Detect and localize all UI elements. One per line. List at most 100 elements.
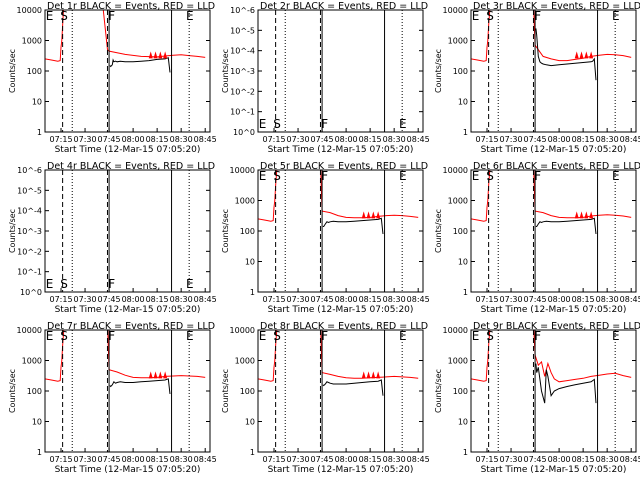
lld-spike <box>584 51 589 59</box>
y-tick-label: 100 <box>453 227 468 236</box>
event-marker-e: E <box>186 329 194 343</box>
panel-det-1: Det 1r BLACK = Events, RED = LLD 1 10 100 10… <box>8 1 217 155</box>
lld-spike <box>376 211 381 219</box>
y-axis-label: Counts/sec <box>8 369 17 413</box>
x-tick-label: 08:00 <box>548 455 571 464</box>
lld-spike <box>589 211 594 219</box>
lld-spike <box>579 51 584 59</box>
x-axis-label: Start Time (12-Mar-15 07:05:20) <box>55 145 201 155</box>
event-marker-e: E <box>612 9 620 23</box>
event-marker-f: F <box>321 117 328 131</box>
y-tick-label: 10^-2 <box>230 87 255 96</box>
x-tick-label: 07:15 <box>49 455 72 464</box>
x-tick-label: 08:30 <box>170 135 193 144</box>
y-tick-label: 1000 <box>448 197 468 206</box>
x-tick-label: 07:45 <box>98 455 121 464</box>
lld-spike <box>148 371 153 379</box>
event-marker-f: F <box>534 9 541 23</box>
lld-spike <box>153 371 158 379</box>
x-tick-label: 08:30 <box>170 295 193 304</box>
event-marker-e: E <box>472 169 480 183</box>
x-tick-label: 08:30 <box>383 295 406 304</box>
y-tick-label: 10 <box>32 98 42 107</box>
x-axis-label: Start Time (12-Mar-15 07:05:20) <box>268 465 414 475</box>
x-tick-label: 07:45 <box>311 135 334 144</box>
y-tick-label: 100 <box>453 387 468 396</box>
y-tick-label: 1 <box>37 448 42 457</box>
y-tick-label: 1000 <box>22 357 42 366</box>
x-tick-label: 07:30 <box>500 455 523 464</box>
x-tick-label: 07:15 <box>475 295 498 304</box>
panel-det-5: Det 5r BLACK = Events, RED = LLD 1 10 100 10… <box>221 161 430 315</box>
series-group <box>258 330 419 396</box>
y-axis-label: Counts/sec <box>434 209 443 253</box>
series-line-lld <box>45 330 206 382</box>
x-tick-label: 07:30 <box>287 455 310 464</box>
plot-frame <box>44 329 211 453</box>
series-group <box>471 330 632 404</box>
y-tick-label: 1 <box>463 128 468 137</box>
lld-spike <box>371 371 376 379</box>
x-axis-label: Start Time (12-Mar-15 07:05:20) <box>481 145 627 155</box>
plot-frame <box>257 329 424 453</box>
lld-spike <box>376 371 381 379</box>
y-axis-label: Counts/sec <box>8 209 17 253</box>
lld-spike <box>153 51 158 59</box>
event-marker-e: E <box>472 9 480 23</box>
x-tick-label: 07:30 <box>287 295 310 304</box>
series-group <box>258 170 419 235</box>
x-tick-label: 07:15 <box>49 295 72 304</box>
event-marker-s: S <box>60 277 68 291</box>
panel-det-7: Det 7r BLACK = Events, RED = LLD 1 10 100 10… <box>8 321 217 475</box>
lld-spike <box>579 211 584 219</box>
event-marker-e: E <box>399 117 407 131</box>
event-marker-e: E <box>399 329 407 343</box>
series-line-lld <box>45 10 206 62</box>
x-tick-label: 08:45 <box>407 455 430 464</box>
x-tick-label: 08:30 <box>596 295 619 304</box>
y-tick-label: 10000 <box>230 166 255 175</box>
event-marker-f: F <box>321 169 328 183</box>
lld-spike <box>589 51 594 59</box>
y-tick-label: 100 <box>240 227 255 236</box>
y-tick-label: 10^-6 <box>230 6 255 15</box>
event-marker-s: S <box>486 329 494 343</box>
y-tick-label: 10000 <box>230 326 255 335</box>
event-marker-e: E <box>259 169 267 183</box>
y-tick-label: 1000 <box>22 37 42 46</box>
x-tick-label: 07:30 <box>287 135 310 144</box>
y-tick-label: 10^-4 <box>17 207 42 216</box>
y-tick-label: 1 <box>37 128 42 137</box>
y-tick-label: 10000 <box>443 326 468 335</box>
panel-det-4: Det 4r BLACK = Events, RED = LLD 10^0 10^-… <box>8 161 217 315</box>
x-tick-label: 07:30 <box>74 295 97 304</box>
event-marker-f: F <box>321 329 328 343</box>
series-group <box>471 170 632 235</box>
y-tick-label: 1 <box>463 288 468 297</box>
y-tick-label: 10^-1 <box>17 268 42 277</box>
x-tick-label: 08:00 <box>548 135 571 144</box>
series-line-lld <box>471 10 632 62</box>
panel-title: Det 4r BLACK = Events, RED = LLD <box>47 161 215 172</box>
plot-frame <box>470 9 637 133</box>
event-marker-e: E <box>612 329 620 343</box>
series-line-lld <box>258 330 419 382</box>
event-marker-e: E <box>472 329 480 343</box>
plot-frame <box>470 329 637 453</box>
x-tick-label: 08:15 <box>146 455 169 464</box>
x-tick-label: 08:45 <box>194 135 217 144</box>
series-group <box>471 10 632 81</box>
x-tick-label: 08:00 <box>335 455 358 464</box>
y-tick-label: 1000 <box>448 357 468 366</box>
y-tick-label: 1000 <box>235 357 255 366</box>
event-marker-e: E <box>259 329 267 343</box>
x-tick-label: 07:15 <box>475 455 498 464</box>
x-tick-label: 08:00 <box>548 295 571 304</box>
series-line-events <box>322 217 384 235</box>
lld-spike <box>163 371 168 379</box>
series-line-lld <box>258 170 419 222</box>
plot-frame <box>257 169 424 293</box>
series-group <box>45 330 206 395</box>
x-tick-label: 08:45 <box>620 295 640 304</box>
